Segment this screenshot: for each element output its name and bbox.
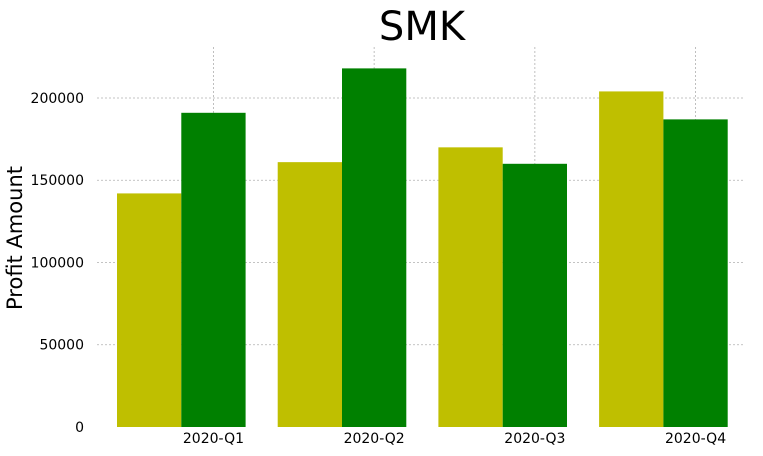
y-tick-label: 200000 <box>31 91 84 107</box>
y-tick-label: 0 <box>75 420 84 436</box>
bar-series-1-2020-Q1 <box>117 193 182 427</box>
chart-title: SMK <box>379 4 467 50</box>
bar-series-1-2020-Q4 <box>599 91 664 427</box>
bar-series-2-2020-Q3 <box>502 163 567 427</box>
bar-series-1-2020-Q3 <box>438 147 503 427</box>
x-tick-labels: 2020-Q1 2020-Q2 2020-Q3 2020-Q4 <box>183 431 726 447</box>
y-tick-label: 100000 <box>31 255 84 271</box>
bar-series-2-2020-Q4 <box>663 119 728 427</box>
y-tick-label: 150000 <box>31 173 84 189</box>
x-tick-label: 2020-Q2 <box>344 431 405 447</box>
bar-series-1-2020-Q2 <box>277 162 342 427</box>
x-tick-label: 2020-Q1 <box>183 431 244 447</box>
y-tick-label: 50000 <box>39 338 84 354</box>
bar-series-2-2020-Q2 <box>342 68 407 427</box>
x-tick-label: 2020-Q3 <box>504 431 565 447</box>
x-tick-label: 2020-Q4 <box>665 431 726 447</box>
y-axis-label: Profit Amount <box>3 166 27 310</box>
bar-layer <box>117 68 728 427</box>
y-tick-labels: 0 50000 100000 150000 200000 <box>31 91 84 436</box>
bar-series-2-2020-Q1 <box>181 112 246 427</box>
